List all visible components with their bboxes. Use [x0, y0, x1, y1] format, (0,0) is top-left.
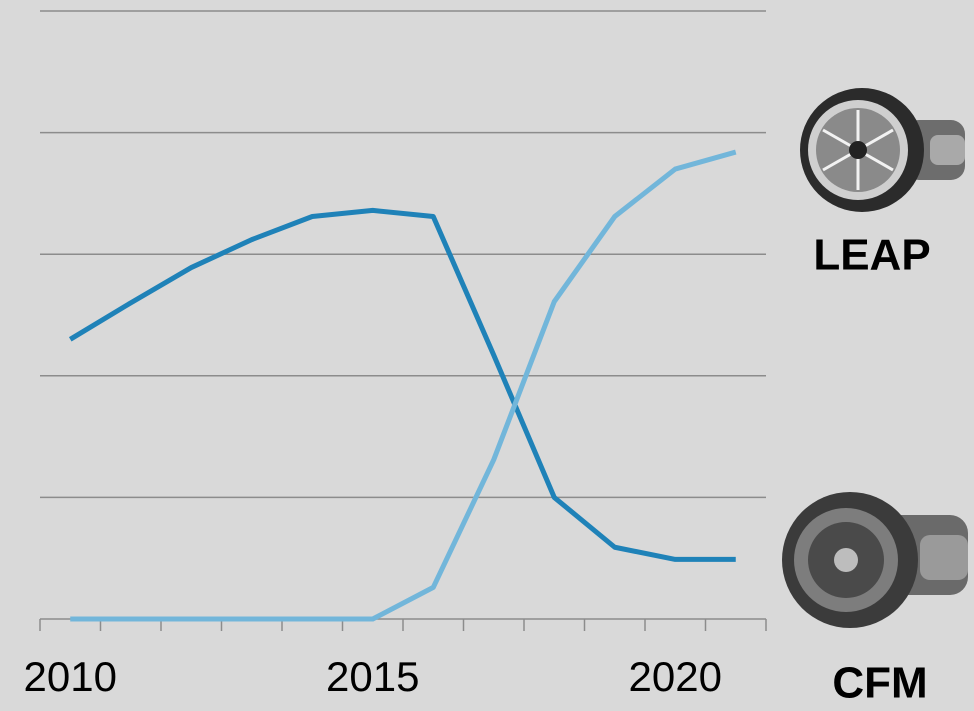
series-label: LEAP — [813, 231, 930, 280]
leap-engine-image — [800, 88, 965, 212]
cfm-engine-image — [782, 492, 968, 628]
series-label: CFM — [832, 659, 927, 708]
series-line — [68, 207, 736, 562]
x-tick-label: 2010 — [24, 653, 117, 700]
series-line — [70, 149, 737, 622]
x-tick-label: 2015 — [326, 653, 419, 700]
x-tick-label: 2020 — [629, 653, 722, 700]
